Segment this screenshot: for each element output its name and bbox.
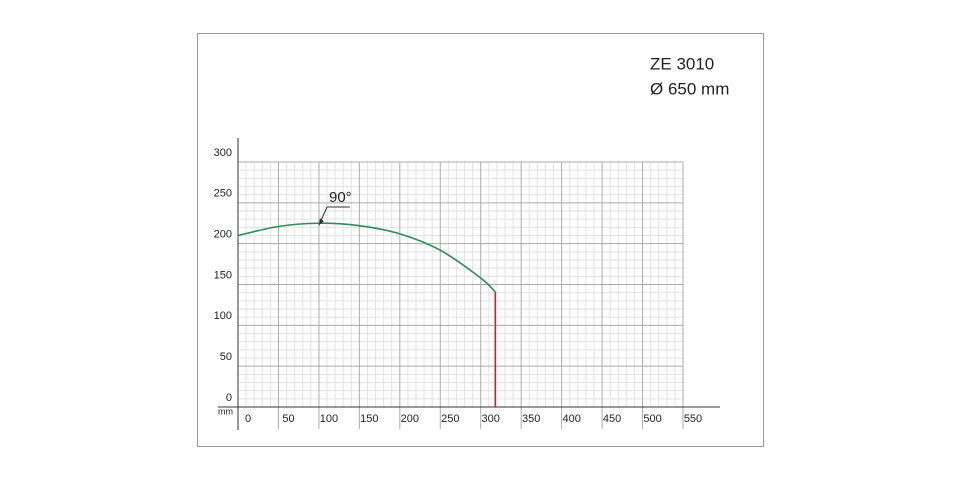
x-tick-label: 200 xyxy=(401,413,419,425)
y-tick-label: 250 xyxy=(214,188,232,200)
annotation-arrow xyxy=(318,218,324,226)
y-tick-label: 200 xyxy=(214,229,232,241)
chart-subtitle: Ø 650 mm xyxy=(650,79,729,98)
y-tick-label: 100 xyxy=(214,310,232,322)
x-tick-label: 0 xyxy=(245,413,251,425)
x-tick-label: 450 xyxy=(603,413,621,425)
x-axis-label: mm xyxy=(218,406,233,416)
x-tick-label: 550 xyxy=(684,413,702,425)
x-tick-label: 250 xyxy=(441,413,459,425)
y-tick-label: 300 xyxy=(214,147,232,159)
y-tick-label: 150 xyxy=(214,269,232,281)
x-tick-label: 350 xyxy=(522,413,540,425)
x-tick-label: 50 xyxy=(282,413,294,425)
x-tick-label: 300 xyxy=(482,413,500,425)
series-line xyxy=(237,222,496,293)
x-tick-label: 500 xyxy=(643,413,661,425)
y-tick-label: 50 xyxy=(220,351,232,363)
chart-title: ZE 3010 xyxy=(650,54,714,73)
x-tick-label: 150 xyxy=(360,413,378,425)
annotation: 90° xyxy=(329,189,352,206)
x-tick-label: 400 xyxy=(562,413,580,425)
x-tick-label: 100 xyxy=(320,413,338,425)
y-tick-label: 0 xyxy=(226,392,232,404)
frame xyxy=(197,33,764,447)
